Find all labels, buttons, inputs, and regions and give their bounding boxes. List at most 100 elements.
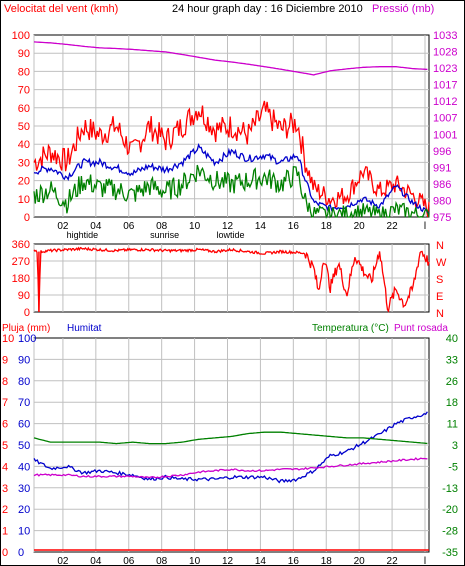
wind-tick-label: 60 (18, 103, 30, 115)
direction-tick-label: 180 (12, 273, 30, 285)
temperature-tick-label: 11 (447, 419, 458, 431)
time-tick-label: 18 (321, 221, 333, 232)
direction-series (33, 246, 430, 313)
time-tick-label: 14 (255, 556, 267, 566)
time-tick-label: 06 (123, 556, 135, 566)
pressure-series (33, 41, 428, 76)
wind-tick-label: 0 (24, 212, 30, 224)
temperature-tick-label: 3 (452, 440, 458, 452)
temperature-tick-label: -5 (448, 461, 458, 473)
wind-tick-label: 80 (18, 66, 30, 78)
temperature-tick-label: 33 (446, 354, 458, 366)
time-tick-label: 12 (222, 221, 234, 232)
wind-tick-label: 100 (12, 30, 30, 42)
temperature-tick-label: 40 (446, 333, 458, 345)
time-tick-label: 22 (387, 556, 399, 566)
pressure-tick-label: 986 (433, 179, 451, 191)
humidity-tick-label: 10 (18, 526, 30, 538)
dewpoint-series (33, 457, 428, 479)
wind-tick-label: 20 (18, 176, 30, 188)
dewpoint-label: Punt rosada (394, 323, 448, 334)
time-tick-label: 16 (288, 221, 300, 232)
rain-tick-label: 7 (2, 397, 8, 409)
rain-tick-label: 9 (2, 354, 8, 366)
compass-letter: W (436, 257, 447, 269)
humidity-tick-label: 60 (18, 419, 30, 431)
humidity-tick-label: 50 (18, 440, 30, 452)
compass-letter: E (436, 291, 443, 303)
rain-tick-label: 10 (2, 333, 14, 345)
wind_min-series (33, 164, 430, 219)
humidity-tick-label: 40 (18, 461, 30, 473)
time-tick-label: 22 (387, 221, 399, 232)
time-tick-label: 14 (255, 221, 267, 232)
wind-tick-label: 10 (18, 194, 30, 206)
compass-letter: S (436, 274, 443, 286)
compass-letter: N (436, 308, 444, 320)
pressure-tick-label: 991 (433, 162, 451, 174)
time-tick-label: 20 (354, 221, 366, 232)
rain-tick-label: 2 (2, 504, 8, 516)
time-tick-label: 08 (156, 221, 168, 232)
time-tick-label: 06 (123, 221, 135, 232)
humidity-tick-label: 90 (18, 354, 30, 366)
pressure-tick-label: 975 (433, 212, 451, 224)
rain-tick-label: 3 (2, 483, 8, 495)
time-tick-label: l (424, 556, 426, 566)
rain-humidity-temp-panel: 0 0 -35 1 10 -28 2 20 -20 3 30 -13 4 40 -5 5 50 3 6 60 11 7 70… (2, 333, 458, 566)
time-tick-label: 20 (354, 556, 366, 566)
temperature-series (33, 431, 428, 445)
temperature-tick-label: -28 (442, 526, 458, 538)
humidity-series (33, 411, 428, 484)
pressure-tick-label: 1007 (433, 113, 457, 125)
time-tick-label: 02 (57, 221, 69, 232)
temperature-tick-label: 18 (446, 397, 458, 409)
direction-tick-label: 90 (18, 290, 30, 302)
time-tick-label: 12 (222, 556, 234, 566)
time-tick-label: 16 (288, 556, 300, 566)
compass-letter: N (436, 240, 444, 252)
direction-tick-label: 270 (12, 256, 30, 268)
wind-pressure-panel: 0102030405060708090100975980986991996100… (12, 30, 458, 240)
direction-tick-label: 360 (12, 239, 30, 251)
rain-tick-label: 6 (2, 419, 8, 431)
humidity-tick-label: 100 (18, 333, 36, 345)
wind-tick-label: 70 (18, 85, 30, 97)
temperature-tick-label: 26 (446, 376, 458, 388)
sunrise-marker: sunrise (150, 230, 179, 240)
humidity-tick-label: 80 (18, 376, 30, 388)
time-tick-label: 10 (189, 221, 201, 232)
time-tick-label: 04 (90, 221, 102, 232)
wind_max-series (33, 100, 430, 218)
rain-tick-label: 5 (2, 440, 8, 452)
time-tick-label: 02 (57, 556, 69, 566)
humidity-tick-label: 30 (18, 483, 30, 495)
humidity-tick-label: 70 (18, 397, 30, 409)
temperature-label: Temperatura (°C) (312, 323, 389, 334)
pressure-tick-label: 1012 (433, 96, 457, 108)
rain-label: Pluja (mm) (2, 323, 50, 334)
rain-tick-label: 1 (2, 526, 8, 538)
temperature-tick-label: -13 (442, 483, 458, 495)
hightide-marker: hightide (67, 230, 99, 240)
pressure-tick-label: 980 (433, 195, 451, 207)
pressure-tick-label: 1028 (433, 47, 457, 59)
wind-tick-label: 30 (18, 157, 30, 169)
wind-speed-label: Velocitat del vent (kmh) (4, 3, 118, 15)
rain-tick-label: 4 (2, 461, 8, 473)
lowtide-marker: lowtide (216, 230, 244, 240)
pressure-label: Pressió (mb) (372, 3, 434, 15)
wind_avg-series (33, 143, 430, 214)
pressure-tick-label: 996 (433, 146, 451, 158)
pressure-tick-label: 1033 (433, 30, 457, 42)
time-tick-label: 10 (189, 556, 201, 566)
wind-tick-label: 90 (18, 48, 30, 60)
temperature-tick-label: -20 (442, 504, 458, 516)
temperature-tick-label: -35 (442, 547, 458, 559)
rain-tick-label: 0 (2, 547, 8, 559)
pressure-tick-label: 1017 (433, 80, 457, 92)
direction-tick-label: 0 (24, 307, 30, 319)
humidity-tick-label: 20 (18, 504, 30, 516)
